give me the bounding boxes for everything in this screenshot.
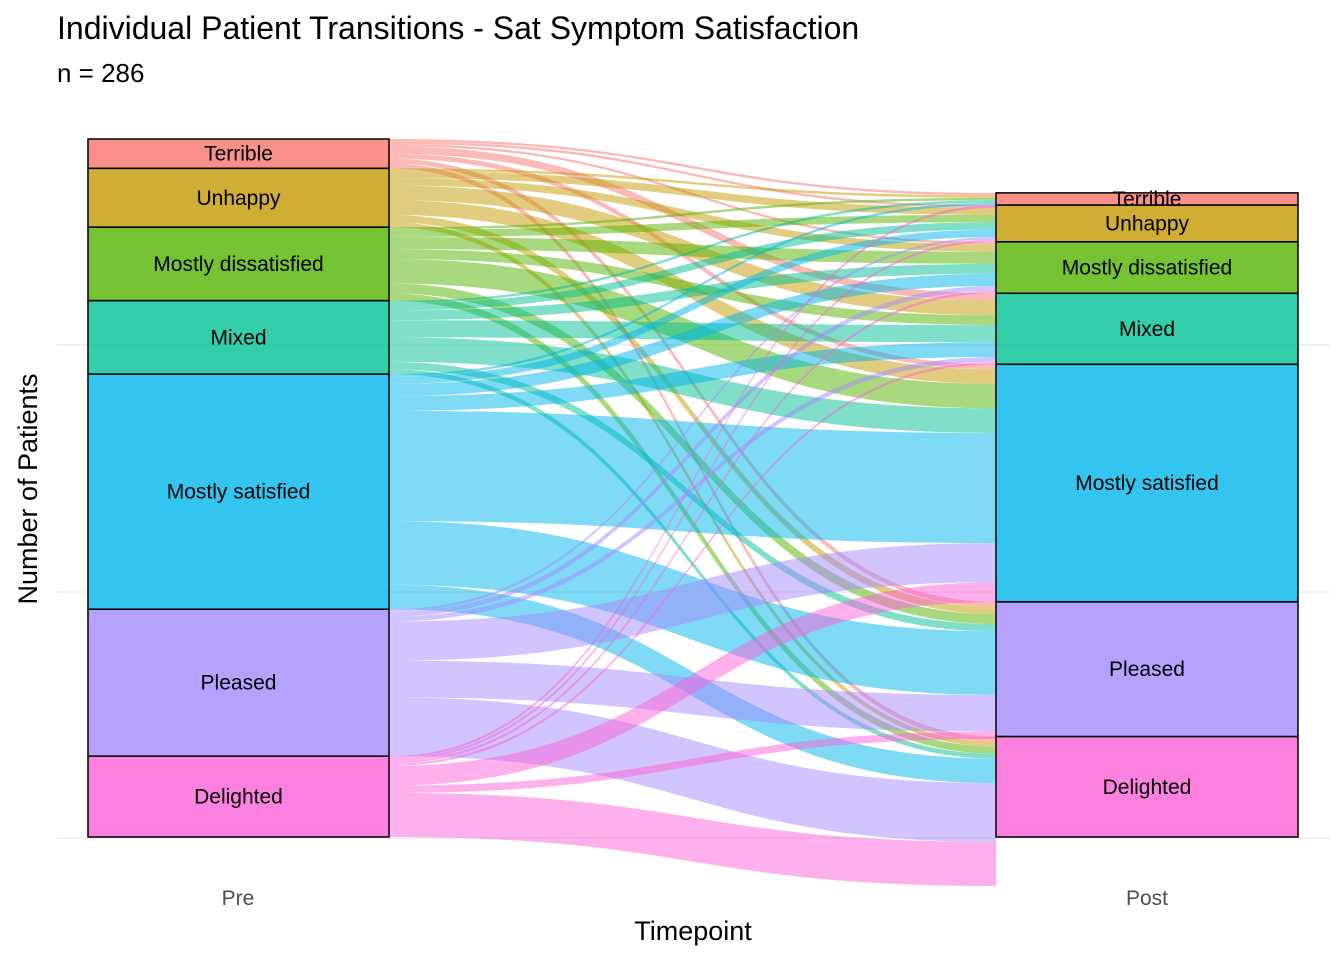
- stratum-label-pre: Pleased: [201, 672, 277, 695]
- flow-ribbons: [389, 139, 996, 886]
- chart-subtitle: n = 286: [57, 58, 145, 88]
- flow-ribbon: [389, 239, 996, 762]
- flow-ribbon: [389, 543, 996, 661]
- flow-ribbon: [389, 697, 996, 842]
- stratum-post: [995, 601, 1299, 738]
- stratum-pre: [87, 608, 390, 757]
- stratum-post: [995, 735, 1299, 838]
- flow-ribbon: [389, 141, 996, 208]
- stratum-label-post: Terrible: [1113, 188, 1182, 211]
- flow-ribbon: [389, 582, 996, 786]
- stratum-label-pre: Mixed: [210, 326, 266, 349]
- stratum-pre: [87, 299, 390, 375]
- stratum-post: [995, 363, 1299, 603]
- stratum-label-pre: Mostly satisfied: [167, 481, 311, 504]
- flow-ribbon: [389, 153, 996, 370]
- flow-ribbon: [389, 361, 996, 766]
- chart-title: Individual Patient Transitions - Sat Sym…: [57, 10, 860, 46]
- stratum-post: [995, 292, 1299, 366]
- flow-ribbon: [389, 660, 996, 732]
- flow-ribbon: [389, 205, 996, 759]
- flow-ribbon: [389, 222, 996, 311]
- stratum-label-post: Mostly dissatisfied: [1062, 257, 1232, 280]
- flow-ribbon: [389, 342, 996, 411]
- flow-ribbon: [389, 168, 996, 198]
- stratum-post: [995, 204, 1299, 243]
- stratum-label-pre: Unhappy: [196, 187, 281, 210]
- stratum-pre: [87, 167, 390, 228]
- stratum-label-post: Mostly satisfied: [1075, 472, 1219, 495]
- flow-ribbon: [389, 170, 996, 215]
- flow-ribbon: [389, 200, 996, 304]
- stratum-label-post: Delighted: [1103, 776, 1192, 799]
- stratum-label-pre: Terrible: [204, 143, 273, 166]
- x-tick-pre: Pre: [222, 887, 255, 910]
- stratum-label-post: Mixed: [1119, 318, 1175, 341]
- flow-ribbon: [389, 197, 996, 230]
- stratum-pre: [87, 373, 390, 610]
- flow-ribbon: [389, 792, 996, 886]
- flow-ribbon: [389, 285, 996, 617]
- flow-ribbon: [389, 290, 996, 764]
- x-axis-title: Timepoint: [634, 916, 752, 946]
- stratum-label-post: Unhappy: [1105, 212, 1190, 235]
- stratum-post: [995, 241, 1299, 295]
- stratum-label-pre: Mostly dissatisfied: [153, 253, 323, 276]
- flow-ribbon: [389, 731, 996, 793]
- stratum-label-post: Pleased: [1109, 658, 1185, 681]
- flow-ribbon: [389, 214, 996, 615]
- flow-ribbon: [389, 202, 996, 377]
- stratum-pre: [87, 138, 390, 170]
- strata: [87, 138, 1299, 838]
- y-axis-title: Number of Patients: [13, 373, 43, 604]
- flow-ribbon: [389, 410, 996, 544]
- flow-ribbon: [389, 214, 996, 237]
- flow-ribbon: [389, 139, 996, 196]
- x-tick-post: Post: [1126, 887, 1168, 910]
- flow-ribbon: [389, 356, 996, 622]
- flow-ribbon: [389, 236, 996, 264]
- flow-ribbon: [389, 273, 996, 397]
- flow-ribbon: [389, 229, 996, 384]
- flow-ribbon: [389, 236, 996, 612]
- stratum-pre: [87, 755, 390, 838]
- stratum-label-pre: Delighted: [194, 786, 283, 809]
